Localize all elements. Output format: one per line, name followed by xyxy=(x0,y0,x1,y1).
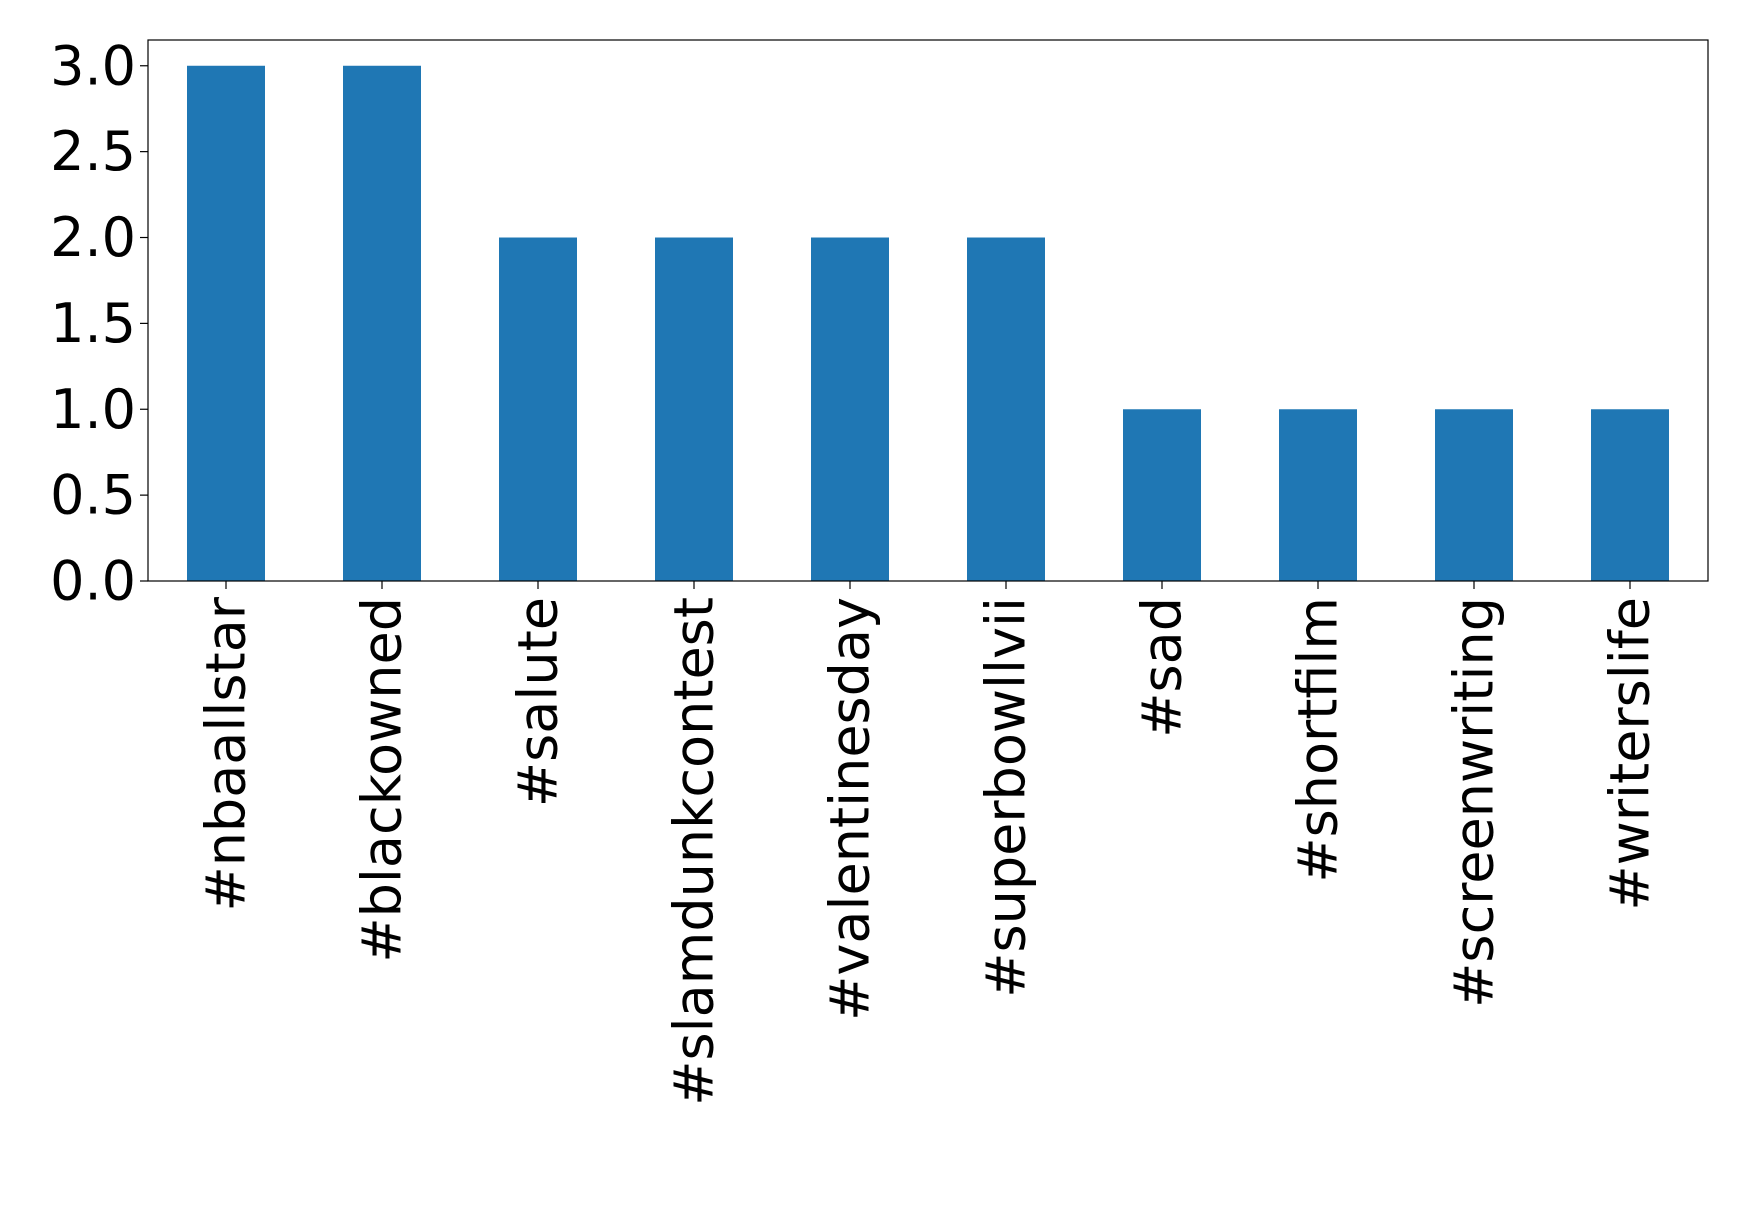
x-tick-label: #blackowned xyxy=(351,597,414,963)
bar xyxy=(499,237,577,581)
x-tick-label: #sad xyxy=(1131,597,1194,738)
x-tick-label: #screenwriting xyxy=(1443,597,1506,1008)
bar xyxy=(811,237,889,581)
y-tick-label: 0.5 xyxy=(50,464,136,527)
plot-frame xyxy=(147,39,1709,582)
x-tick-label: #salute xyxy=(507,597,570,807)
y-tick-label: 2.0 xyxy=(50,206,136,269)
x-tick-label: #shortfilm xyxy=(1287,597,1350,883)
x-tick-label: #valentinesday xyxy=(819,597,882,1021)
y-tick-label: 3.0 xyxy=(50,34,136,97)
bar xyxy=(1123,409,1201,581)
x-tick-label: #writerslife xyxy=(1599,597,1662,911)
y-tick-label: 1.5 xyxy=(50,292,136,355)
bar xyxy=(187,65,265,581)
bar xyxy=(343,65,421,581)
y-tick-label: 1.0 xyxy=(50,378,136,441)
y-tick-label: 0.0 xyxy=(50,550,136,613)
x-tick-label: #nbaallstar xyxy=(195,596,258,911)
bar xyxy=(1279,409,1357,581)
x-tick-label: #superbowllvii xyxy=(975,597,1038,998)
bar xyxy=(1591,409,1669,581)
x-tick-label: #slamdunkcontest xyxy=(663,597,726,1106)
bar xyxy=(967,237,1045,581)
y-tick-label: 2.5 xyxy=(50,120,136,183)
bar xyxy=(1435,409,1513,581)
bar xyxy=(655,237,733,581)
